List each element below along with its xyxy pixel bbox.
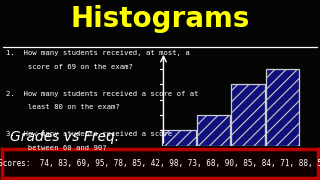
Text: 3.  How many students received a score: 3. How many students received a score <box>6 131 173 137</box>
Text: least 80 on the exam?: least 80 on the exam? <box>6 104 120 110</box>
Text: 2.  How many students received a score of at: 2. How many students received a score of… <box>6 91 199 97</box>
Text: Grades vs Freq.: Grades vs Freq. <box>10 130 119 144</box>
Bar <box>266 69 300 146</box>
Text: between 60 and 90?: between 60 and 90? <box>6 145 107 151</box>
Text: Test Scores:  74, 83, 69, 95, 78, 85, 42, 98, 73, 68, 90, 85, 84, 71, 88, 52, 94: Test Scores: 74, 83, 69, 95, 78, 85, 42,… <box>0 159 320 168</box>
Text: score of 69 on the exam?: score of 69 on the exam? <box>6 64 133 70</box>
Text: 1.  How many students received, at most, a: 1. How many students received, at most, … <box>6 50 190 56</box>
Bar <box>231 84 265 146</box>
Text: Histograms: Histograms <box>70 5 250 33</box>
Bar <box>162 130 196 146</box>
Bar <box>196 115 230 146</box>
